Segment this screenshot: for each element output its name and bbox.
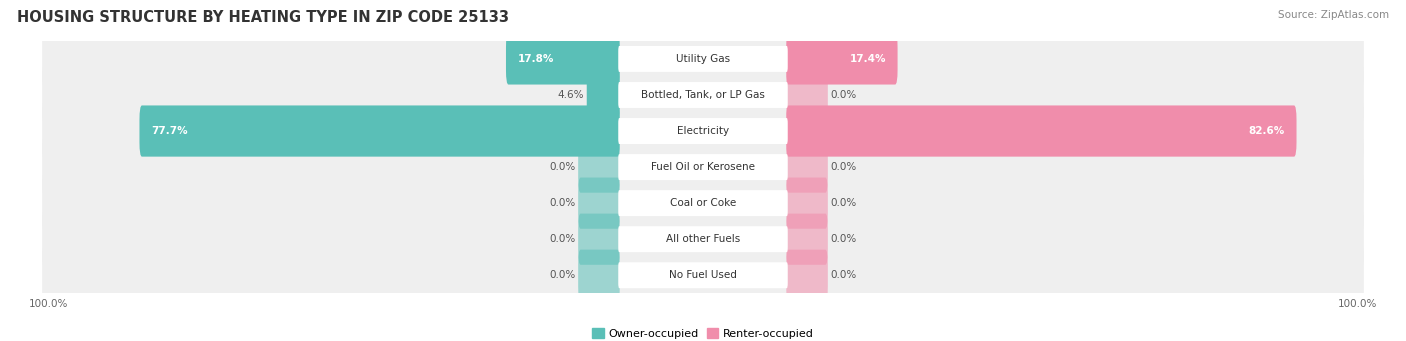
- Text: 17.4%: 17.4%: [849, 54, 886, 64]
- Text: No Fuel Used: No Fuel Used: [669, 270, 737, 280]
- Text: 0.0%: 0.0%: [550, 198, 575, 208]
- Text: 0.0%: 0.0%: [831, 198, 856, 208]
- FancyBboxPatch shape: [619, 82, 787, 108]
- FancyBboxPatch shape: [578, 213, 620, 265]
- FancyBboxPatch shape: [578, 142, 620, 193]
- FancyBboxPatch shape: [786, 105, 1296, 157]
- FancyBboxPatch shape: [619, 262, 787, 288]
- FancyBboxPatch shape: [619, 154, 787, 180]
- FancyBboxPatch shape: [786, 250, 828, 301]
- FancyBboxPatch shape: [786, 33, 897, 85]
- Text: 0.0%: 0.0%: [831, 162, 856, 172]
- FancyBboxPatch shape: [506, 33, 620, 85]
- Text: Coal or Coke: Coal or Coke: [669, 198, 737, 208]
- Text: Bottled, Tank, or LP Gas: Bottled, Tank, or LP Gas: [641, 90, 765, 100]
- FancyBboxPatch shape: [139, 105, 620, 157]
- Text: Utility Gas: Utility Gas: [676, 54, 730, 64]
- Text: 17.8%: 17.8%: [517, 54, 554, 64]
- FancyBboxPatch shape: [786, 142, 828, 193]
- Text: 82.6%: 82.6%: [1249, 126, 1285, 136]
- Text: HOUSING STRUCTURE BY HEATING TYPE IN ZIP CODE 25133: HOUSING STRUCTURE BY HEATING TYPE IN ZIP…: [17, 10, 509, 25]
- FancyBboxPatch shape: [786, 178, 828, 229]
- FancyBboxPatch shape: [586, 70, 620, 121]
- FancyBboxPatch shape: [42, 211, 1364, 268]
- FancyBboxPatch shape: [619, 46, 787, 72]
- FancyBboxPatch shape: [578, 250, 620, 301]
- FancyBboxPatch shape: [619, 118, 787, 144]
- FancyBboxPatch shape: [786, 70, 828, 121]
- Text: 77.7%: 77.7%: [150, 126, 188, 136]
- Text: Electricity: Electricity: [676, 126, 730, 136]
- FancyBboxPatch shape: [42, 103, 1364, 160]
- Text: 0.0%: 0.0%: [831, 90, 856, 100]
- Text: 0.0%: 0.0%: [550, 270, 575, 280]
- Text: 0.0%: 0.0%: [550, 162, 575, 172]
- FancyBboxPatch shape: [578, 178, 620, 229]
- FancyBboxPatch shape: [42, 138, 1364, 196]
- FancyBboxPatch shape: [42, 175, 1364, 232]
- FancyBboxPatch shape: [42, 30, 1364, 87]
- Text: 4.6%: 4.6%: [558, 90, 585, 100]
- Text: All other Fuels: All other Fuels: [666, 234, 740, 244]
- FancyBboxPatch shape: [619, 190, 787, 216]
- Text: Source: ZipAtlas.com: Source: ZipAtlas.com: [1278, 10, 1389, 20]
- FancyBboxPatch shape: [786, 213, 828, 265]
- Text: Fuel Oil or Kerosene: Fuel Oil or Kerosene: [651, 162, 755, 172]
- Text: 0.0%: 0.0%: [831, 270, 856, 280]
- FancyBboxPatch shape: [42, 247, 1364, 304]
- Text: 0.0%: 0.0%: [831, 234, 856, 244]
- FancyBboxPatch shape: [42, 66, 1364, 123]
- Legend: Owner-occupied, Renter-occupied: Owner-occupied, Renter-occupied: [588, 324, 818, 341]
- Text: 0.0%: 0.0%: [550, 234, 575, 244]
- FancyBboxPatch shape: [619, 226, 787, 252]
